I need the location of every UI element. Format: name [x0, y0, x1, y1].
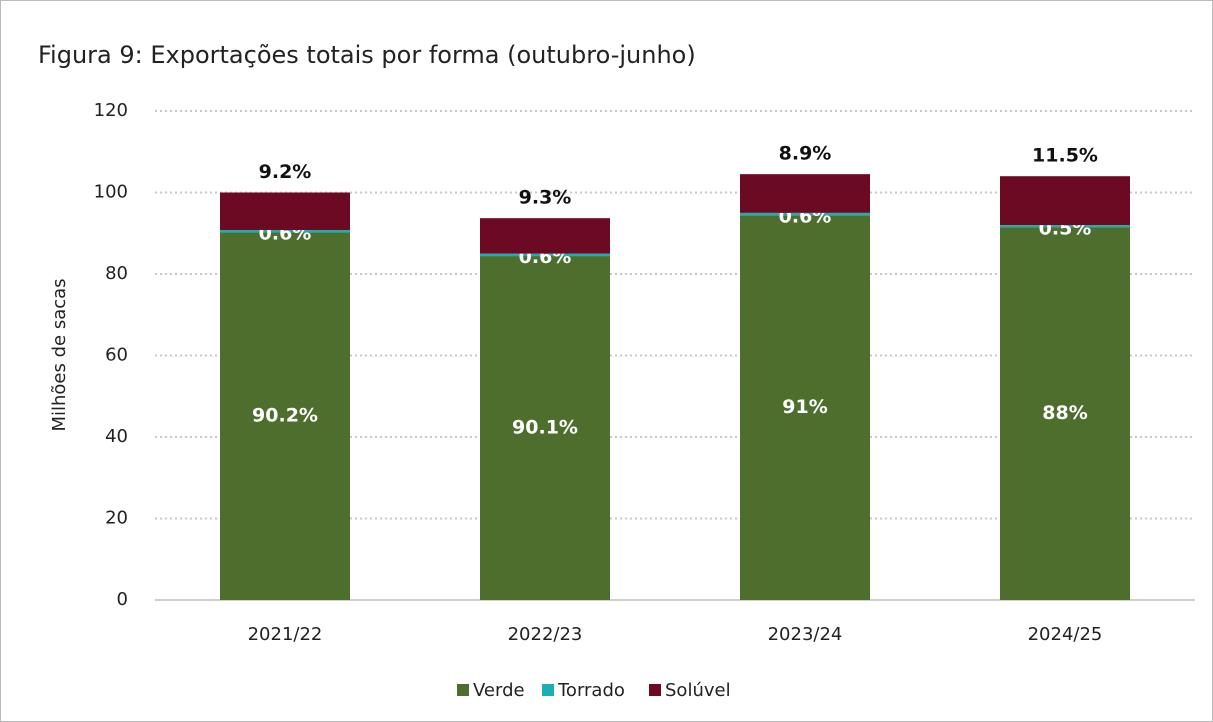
data-label: 8.9%	[779, 143, 832, 165]
x-tick-label: 2022/23	[508, 624, 583, 645]
legend-swatch	[542, 684, 554, 696]
bar-segment	[1000, 227, 1130, 600]
x-tick-label: 2021/22	[248, 624, 323, 645]
y-tick-label: 0	[117, 589, 128, 610]
bar-segment	[740, 174, 870, 213]
legend-swatch	[649, 684, 661, 696]
y-tick-label: 100	[94, 182, 128, 203]
data-label: 11.5%	[1032, 145, 1098, 167]
chart-title: Figura 9: Exportações totais por forma (…	[38, 41, 696, 69]
y-tick-label: 60	[105, 345, 128, 366]
bar-segment	[740, 215, 870, 600]
bar-segment	[1000, 176, 1130, 226]
bar-segment	[480, 218, 610, 254]
x-tick-label: 2023/24	[768, 624, 843, 645]
y-tick-label: 80	[105, 263, 128, 284]
legend-swatch	[457, 684, 469, 696]
y-tick-label: 40	[105, 426, 128, 447]
bar-segment	[220, 229, 350, 233]
bar-segment	[480, 256, 610, 600]
bar-segment	[220, 232, 350, 600]
data-label: 90.2%	[252, 405, 318, 427]
y-tick-label: 120	[94, 100, 128, 121]
legend-label: Verde	[473, 680, 525, 701]
data-label: 90.1%	[512, 417, 578, 439]
bar-segment	[740, 212, 870, 216]
data-label: 9.2%	[259, 161, 312, 183]
legend-label: Torrado	[557, 680, 625, 701]
bar-segment	[1000, 225, 1130, 228]
legend-label: Solúvel	[665, 680, 731, 701]
data-label: 9.3%	[519, 187, 572, 209]
data-label: 88%	[1042, 402, 1087, 424]
bar-segment	[220, 192, 350, 230]
y-axis-label: Milhões de sacas	[49, 278, 70, 431]
y-tick-label: 20	[105, 508, 128, 529]
x-tick-label: 2024/25	[1028, 624, 1103, 645]
bar-segment	[480, 253, 610, 257]
data-label: 91%	[782, 396, 827, 418]
